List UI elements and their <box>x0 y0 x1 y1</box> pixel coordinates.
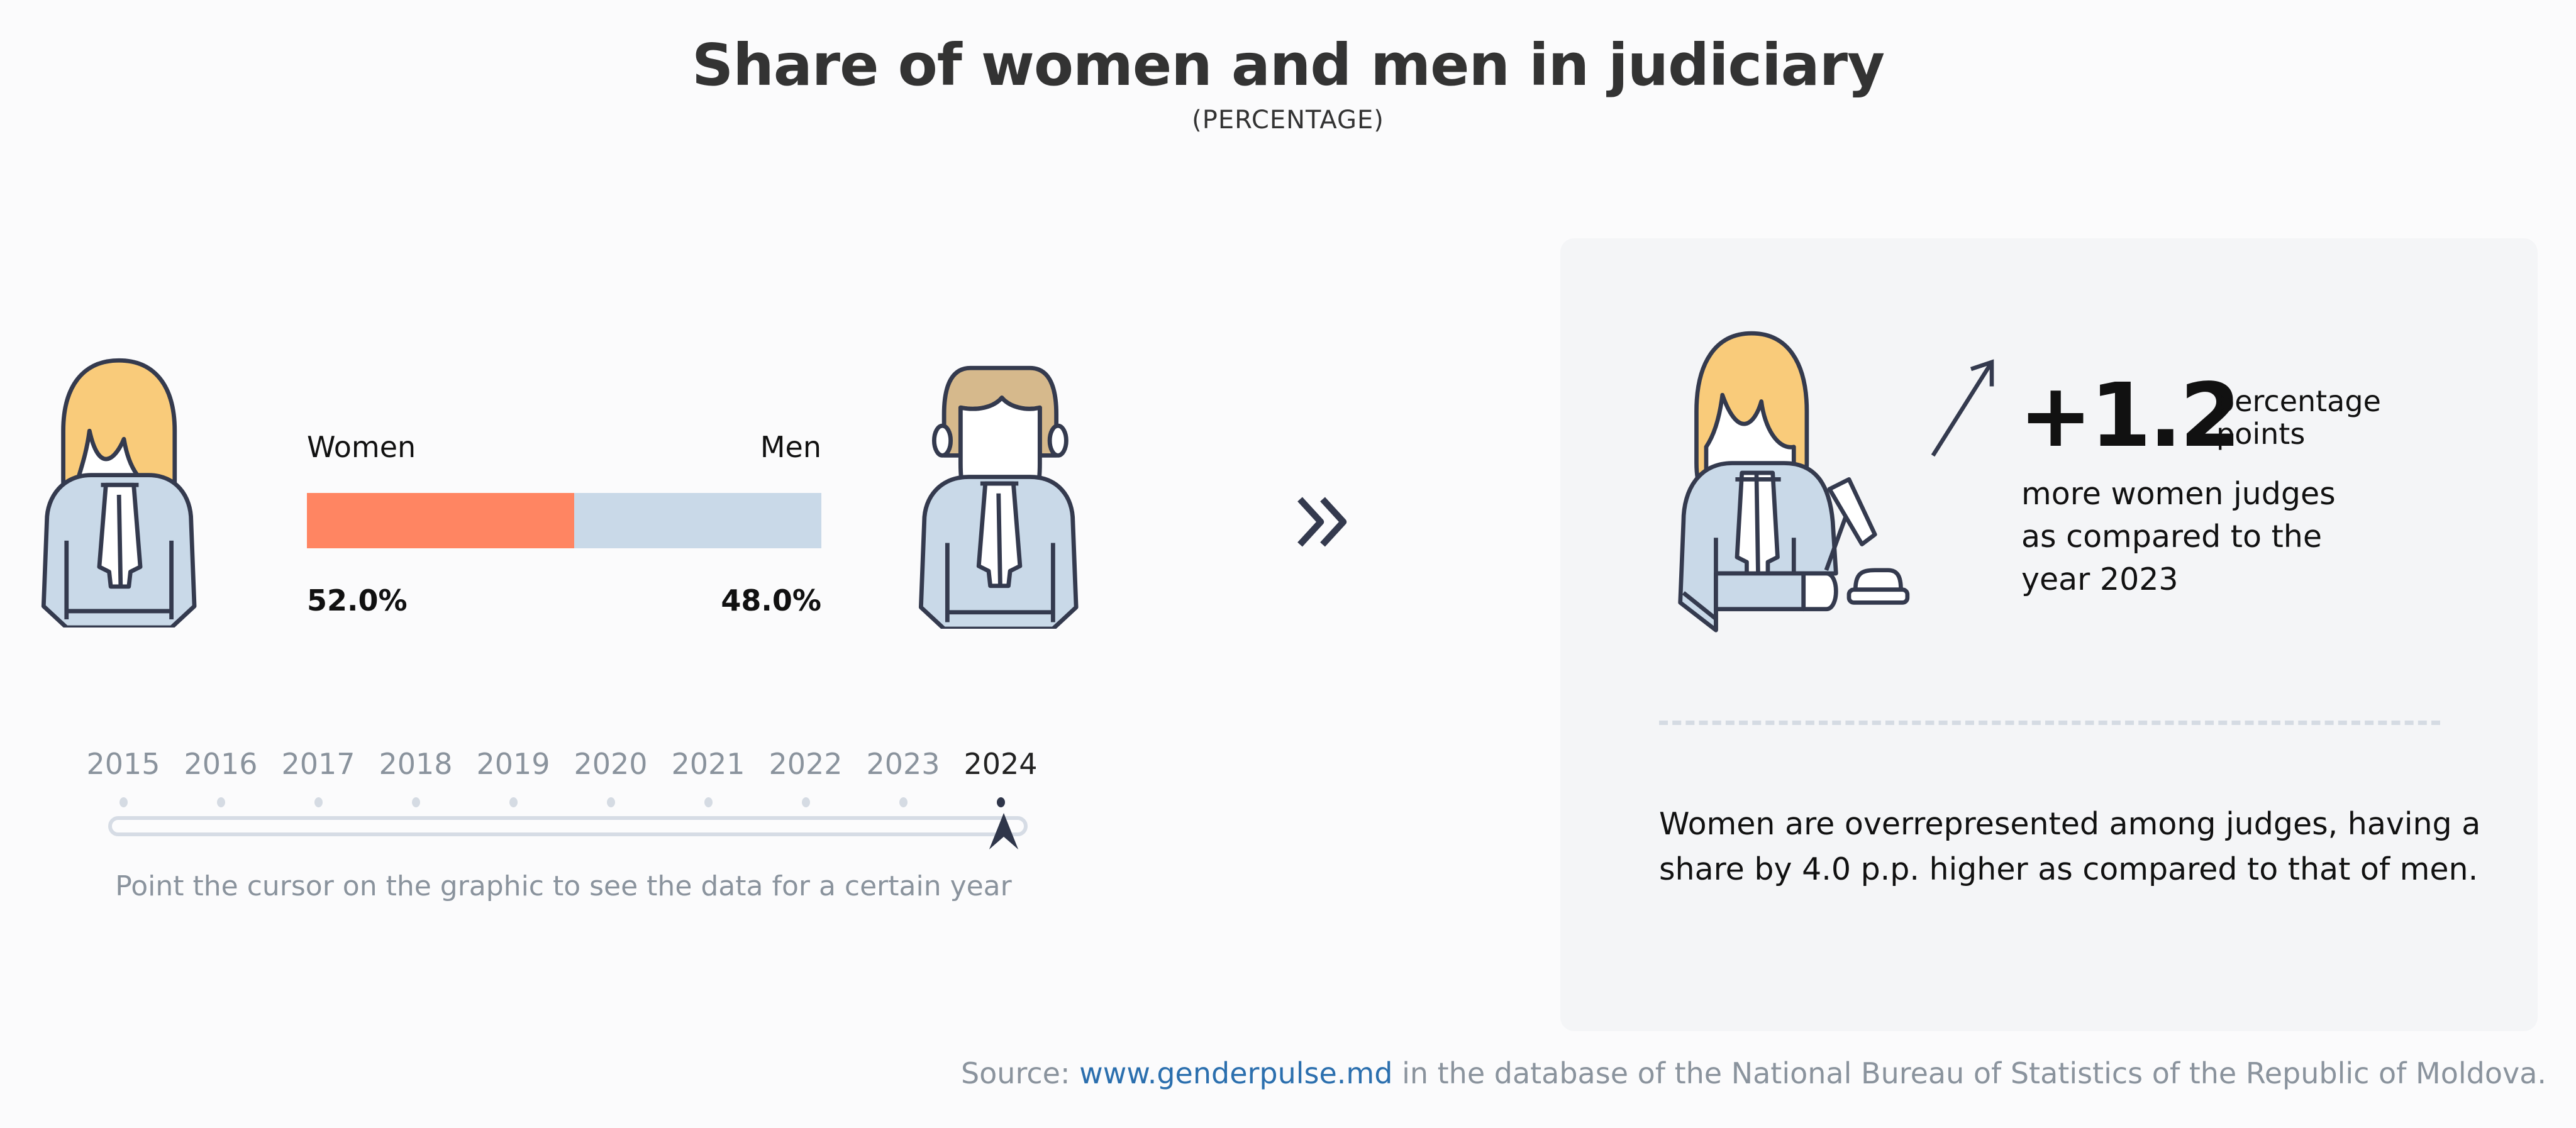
timeline-track[interactable] <box>108 816 1028 836</box>
year-dot-2021[interactable] <box>704 797 713 807</box>
divider <box>1659 721 2440 725</box>
man-judge-icon <box>918 365 1079 629</box>
year-2020[interactable]: 2020 <box>574 747 648 781</box>
men-share-bar[interactable] <box>574 493 821 548</box>
change-value: +1.2 <box>2019 365 2241 467</box>
woman-judge-gavel-icon <box>1678 331 1910 633</box>
source-suffix: in the database of the National Bureau o… <box>1402 1056 2546 1090</box>
year-2019[interactable]: 2019 <box>476 747 550 781</box>
year-2021[interactable]: 2021 <box>671 747 745 781</box>
year-2023[interactable]: 2023 <box>866 747 940 781</box>
women-share-bar[interactable] <box>307 493 575 548</box>
year-dot-2022[interactable] <box>802 797 810 807</box>
men-label: Men <box>760 430 821 464</box>
source-prefix: Source: <box>960 1056 1070 1090</box>
year-2018[interactable]: 2018 <box>379 747 453 781</box>
page-subtitle: (PERCENTAGE) <box>1192 106 1384 135</box>
year-2024[interactable]: 2024 <box>963 747 1038 781</box>
year-dot-2017[interactable] <box>314 797 323 807</box>
woman-judge-icon <box>41 358 197 628</box>
share-bar[interactable] <box>307 493 821 548</box>
year-2017[interactable]: 2017 <box>281 747 355 781</box>
year-dot-2023[interactable] <box>899 797 908 807</box>
source-link[interactable]: www.genderpulse.md <box>1079 1056 1393 1090</box>
change-unit-line1: percentage <box>2216 384 2381 418</box>
double-chevron-right-icon[interactable] <box>1294 494 1355 550</box>
source-line: Source: www.genderpulse.md in the databa… <box>961 1056 2546 1090</box>
year-dot-2019[interactable] <box>509 797 518 807</box>
year-dot-2024[interactable] <box>997 797 1005 807</box>
women-label: Women <box>307 430 416 464</box>
women-value: 52.0% <box>307 583 408 617</box>
selected-year-marker-icon[interactable] <box>989 813 1019 849</box>
men-value: 48.0% <box>721 583 821 617</box>
arrow-up-right-icon <box>1931 359 1994 457</box>
year-dot-2020[interactable] <box>607 797 615 807</box>
change-unit: percentage points <box>2216 385 2381 450</box>
change-unit-line2: points <box>2216 417 2306 451</box>
year-2016[interactable]: 2016 <box>184 747 258 781</box>
year-2022[interactable]: 2022 <box>769 747 843 781</box>
year-dot-2018[interactable] <box>412 797 420 807</box>
year-dot-2016[interactable] <box>217 797 225 807</box>
timeline-hint: Point the cursor on the graphic to see t… <box>115 870 1012 902</box>
summary-note: Women are overrepresented among judges, … <box>1659 806 2481 887</box>
year-dot-2015[interactable] <box>119 797 128 807</box>
year-2015[interactable]: 2015 <box>86 747 160 781</box>
page-title: Share of women and men in judiciary <box>691 31 1885 99</box>
change-description: more women judges as compared to the yea… <box>2021 476 2336 597</box>
